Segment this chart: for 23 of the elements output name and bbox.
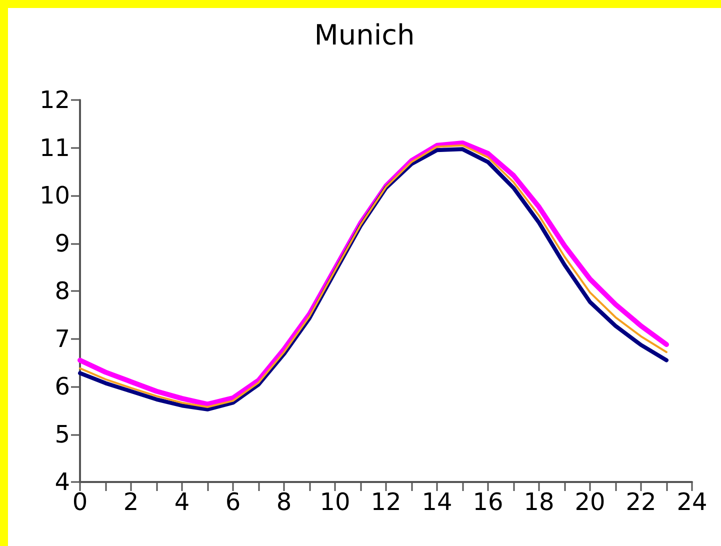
x-tick-label: 12 [370,488,402,516]
x-tick-label: 2 [123,488,139,516]
y-tick-label: 6 [54,372,70,400]
chart-title: Munich [314,18,415,52]
y-tick-label: 4 [54,468,70,496]
x-tick-label: 8 [276,488,292,516]
y-tick-label: 9 [54,229,70,258]
x-tick-label: 24 [676,488,708,516]
x-tick-label: 16 [472,488,504,516]
x-tick-label: 6 [225,488,241,516]
y-tick-label: 8 [54,277,70,305]
x-tick-label: 0 [72,488,88,516]
x-tick-label: 14 [422,488,452,516]
y-tick-label: 11 [39,134,70,162]
x-tick-label: 18 [524,488,554,516]
x-tick-label: 10 [320,488,350,516]
y-tick-label: 5 [54,420,70,448]
y-tick-label: 7 [54,324,70,353]
x-tick-label: 20 [574,488,606,516]
y-tick-label: 12 [39,86,70,114]
y-tick-label: 10 [39,182,70,210]
x-tick-label: 4 [174,488,190,516]
x-tick-label: 22 [626,488,656,516]
